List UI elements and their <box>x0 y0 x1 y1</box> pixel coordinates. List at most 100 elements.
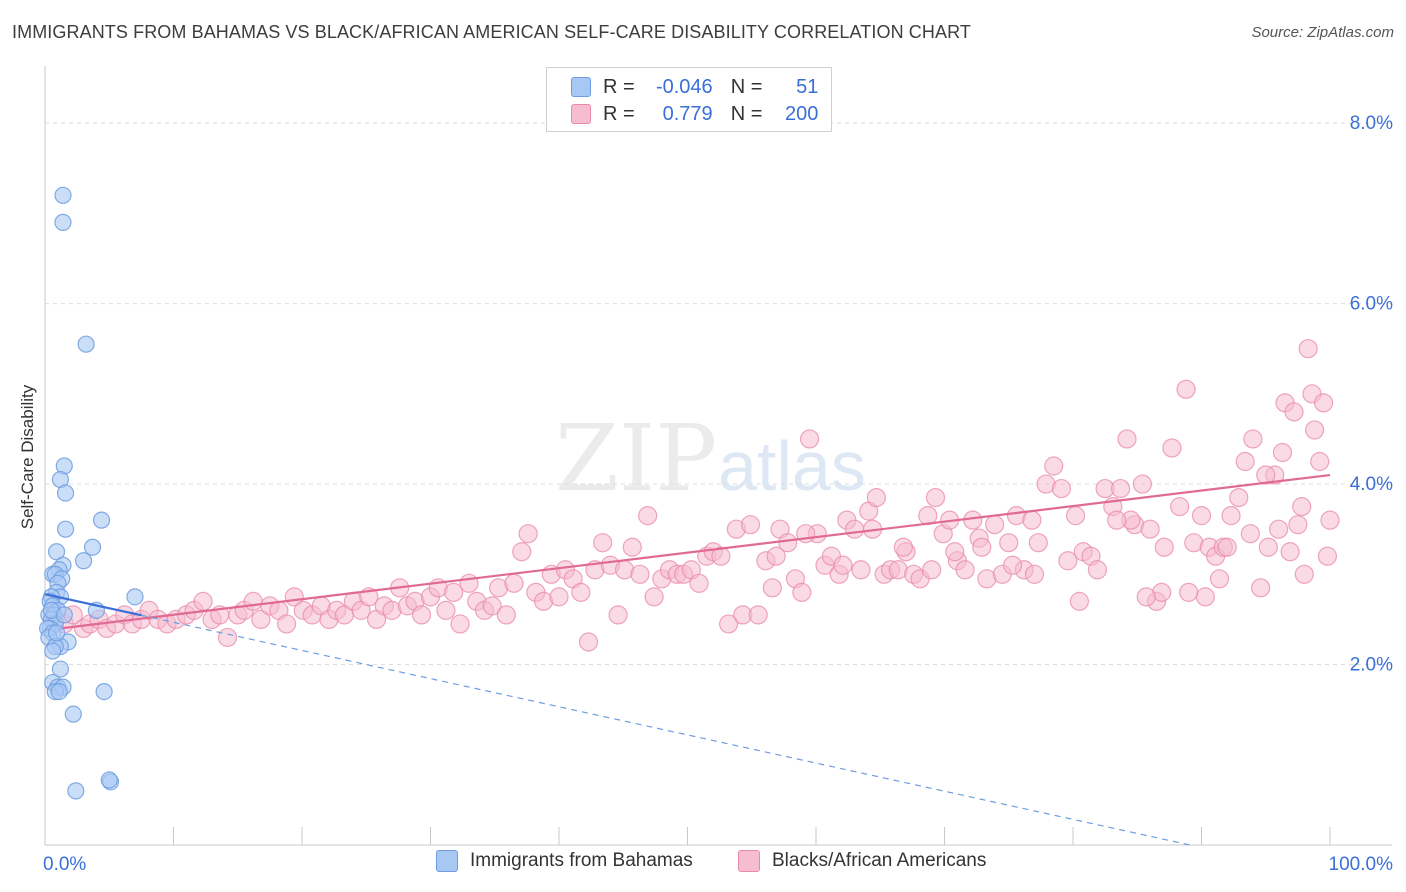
point-black-african-american <box>436 600 456 620</box>
point-black-african-american <box>1310 451 1330 472</box>
point-black-african-american <box>1110 478 1131 499</box>
point-black-african-american <box>844 519 865 539</box>
point-black-african-american <box>711 546 731 566</box>
point-black-african-american <box>1024 564 1045 584</box>
point-black-african-american <box>1304 420 1325 440</box>
point-black-african-american <box>945 542 965 562</box>
point-black-african-american <box>1195 587 1215 607</box>
point-bahamas <box>54 186 72 204</box>
point-black-african-american <box>1022 510 1042 530</box>
point-black-african-american <box>518 524 538 544</box>
legend-r-label: R = <box>603 75 635 98</box>
y-tick-label: 4.0% <box>1350 474 1393 495</box>
legend-n-label: N = <box>730 75 763 98</box>
point-black-african-american <box>851 560 871 580</box>
point-black-african-american <box>193 591 213 611</box>
bottom-legend-label-black: Blacks/African Americans <box>772 850 987 871</box>
point-black-african-american <box>644 587 664 607</box>
point-black-african-american <box>571 582 591 602</box>
trendline-bahamas-dashed <box>141 614 1191 846</box>
bottom-legend-swatch-bahamas <box>436 850 458 872</box>
point-black-african-american <box>504 573 524 593</box>
point-black-african-american <box>799 429 820 449</box>
chart-title: IMMIGRANTS FROM BAHAMAS VS BLACK/AFRICAN… <box>12 22 971 42</box>
point-black-african-american <box>1240 524 1260 544</box>
y-tick-label: 6.0% <box>1350 294 1393 315</box>
point-black-african-american <box>1003 555 1023 575</box>
legend-swatch-black <box>571 104 591 124</box>
point-black-african-american <box>963 510 983 530</box>
point-black-african-american <box>1256 465 1276 485</box>
point-bahamas <box>95 682 113 701</box>
point-black-african-american <box>630 564 650 584</box>
point-black-african-american <box>1162 438 1182 458</box>
legend-row-black: R = 0.779 N = 200 <box>571 102 818 126</box>
legend-n-label: N = <box>730 102 763 125</box>
point-black-african-american <box>496 605 516 625</box>
point-bahamas <box>56 520 75 538</box>
point-bahamas <box>92 511 111 529</box>
point-black-african-american <box>1280 542 1300 562</box>
legend-r-value: -0.046 <box>655 75 713 98</box>
point-black-african-american <box>985 515 1005 535</box>
point-black-african-american <box>740 515 761 535</box>
point-black-african-american <box>243 591 263 611</box>
point-black-african-american <box>762 578 782 598</box>
point-black-african-american <box>999 533 1019 553</box>
point-bahamas <box>50 682 68 701</box>
point-bahamas <box>54 213 72 231</box>
point-black-african-american <box>1051 478 1072 499</box>
legend-r-value: 0.779 <box>662 102 713 125</box>
point-black-african-american <box>833 555 853 575</box>
point-black-african-american <box>1313 393 1334 413</box>
point-bahamas <box>126 588 144 606</box>
point-black-african-american <box>866 487 886 508</box>
point-black-african-american <box>955 560 975 580</box>
point-bahamas <box>56 484 75 502</box>
point-black-african-american <box>719 614 739 634</box>
legend-n-value: 51 <box>796 75 819 98</box>
point-black-african-american <box>549 587 569 607</box>
point-black-african-american <box>1044 456 1064 476</box>
point-black-african-american <box>1317 546 1338 566</box>
point-black-african-american <box>1154 537 1174 557</box>
point-black-african-american <box>1170 497 1190 517</box>
point-black-african-american <box>1191 506 1212 526</box>
point-black-african-american <box>1288 515 1308 535</box>
point-black-african-american <box>922 560 942 580</box>
point-black-african-american <box>1136 587 1156 607</box>
point-black-african-american <box>1107 510 1127 530</box>
point-black-african-american <box>1268 519 1289 539</box>
point-black-african-american <box>1320 510 1340 530</box>
legend-n-value: 200 <box>785 102 819 125</box>
point-bahamas <box>100 771 118 789</box>
trendline-black-african-american <box>44 473 1331 632</box>
point-black-african-american <box>748 605 768 625</box>
point-black-african-american <box>1235 451 1255 472</box>
y-tick-label: 2.0% <box>1350 655 1393 676</box>
point-black-african-american <box>1292 497 1312 517</box>
point-black-african-american <box>578 632 599 652</box>
point-black-african-american <box>766 546 786 566</box>
point-bahamas <box>55 606 73 624</box>
point-black-african-american <box>276 614 297 634</box>
point-black-african-american <box>689 573 709 593</box>
point-black-african-american <box>1258 537 1278 557</box>
point-bahamas <box>44 642 62 660</box>
point-bahamas <box>51 660 70 678</box>
watermark-atlas: atlas <box>718 427 866 505</box>
point-black-african-american <box>1217 537 1237 557</box>
legend-r-label: R = <box>603 102 635 125</box>
point-black-african-american <box>1251 578 1271 598</box>
x-tick-label-max: 100.0% <box>1329 854 1394 875</box>
point-black-african-american <box>1117 429 1137 449</box>
point-black-african-american <box>1229 487 1249 508</box>
point-black-african-american <box>1284 402 1304 422</box>
legend-swatch-bahamas <box>571 77 591 97</box>
point-black-african-american <box>1087 560 1108 580</box>
point-black-african-american <box>450 614 470 634</box>
point-black-african-american <box>638 506 658 526</box>
trendline-bahamas-solid <box>44 593 142 617</box>
point-black-african-american <box>1069 591 1090 611</box>
